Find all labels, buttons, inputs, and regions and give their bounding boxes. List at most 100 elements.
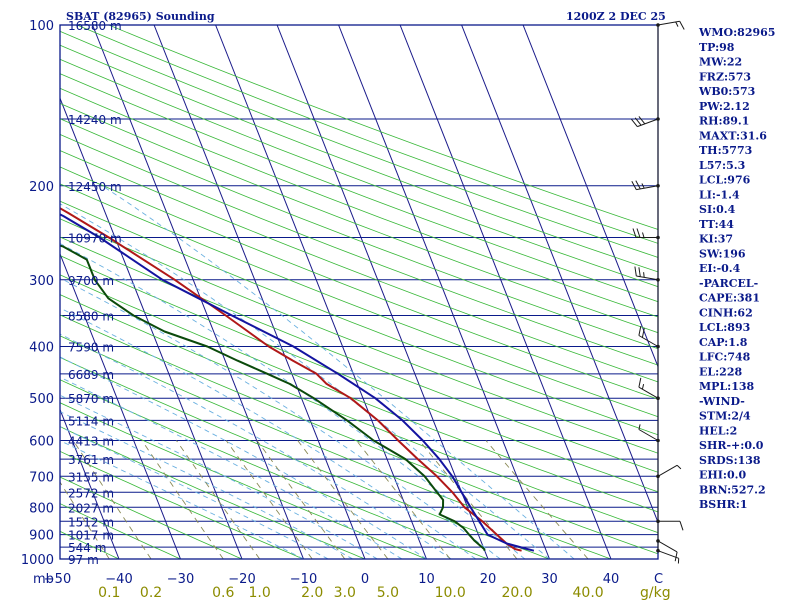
chart-title: SBAT (82965) Sounding bbox=[66, 10, 215, 23]
isotherm-line bbox=[153, 25, 366, 559]
mixing-ratio-tick-label: 5.0 bbox=[377, 585, 399, 600]
wind-barb bbox=[657, 550, 680, 564]
mixing-ratio-line bbox=[72, 440, 152, 559]
dry-adiabat bbox=[60, 166, 658, 400]
wind-barb bbox=[657, 464, 682, 477]
height-label: 6689 m bbox=[68, 368, 114, 382]
wind-barb-dot bbox=[656, 117, 660, 121]
dry-adiabat bbox=[60, 102, 658, 334]
mixing-ratio-tick-label: 20.0 bbox=[501, 585, 532, 600]
index-item: LCL:893 bbox=[699, 321, 750, 334]
height-labels: 16580 m 14240 m 12450 m 10970 m 9700 m 8580 m… bbox=[68, 19, 122, 567]
height-label: 9700 m bbox=[68, 274, 114, 288]
wind-barb-dot bbox=[656, 474, 660, 479]
dry-adiabat bbox=[60, 200, 658, 436]
index-item: MW:22 bbox=[699, 56, 742, 69]
height-label: 3761 m bbox=[68, 453, 114, 467]
wind-barb bbox=[658, 520, 684, 531]
height-label: 4413 m bbox=[68, 435, 114, 449]
index-item: SRDS:138 bbox=[699, 454, 761, 467]
wind-barb-dot bbox=[656, 344, 660, 349]
temperature-tick-label: 20 bbox=[480, 572, 497, 587]
index-item: LCL:976 bbox=[699, 174, 751, 187]
wind-barb bbox=[631, 116, 659, 128]
pressure-tick-label: 400 bbox=[29, 341, 54, 356]
pressure-tick-label: 600 bbox=[29, 435, 54, 450]
pressure-tick-label: 300 bbox=[29, 274, 54, 289]
height-label: 3155 m bbox=[68, 470, 114, 484]
moist-adiabat bbox=[60, 203, 550, 559]
dry-adiabat bbox=[60, 402, 427, 559]
isotherm-line bbox=[215, 25, 427, 559]
wind-barb-dot bbox=[656, 23, 660, 27]
index-item: CAPE:381 bbox=[699, 292, 760, 305]
pressure-tick-label: 200 bbox=[29, 180, 54, 195]
mixing-ratio-tick-label: 0.1 bbox=[98, 585, 120, 600]
height-label: 7590 m bbox=[68, 341, 114, 355]
wind-barb bbox=[634, 266, 659, 281]
dry-adiabat bbox=[60, 87, 658, 318]
index-item: BSHR:1 bbox=[699, 498, 748, 511]
index-item: KI:37 bbox=[699, 233, 733, 246]
profile-lines bbox=[60, 207, 535, 552]
wind-barb-dot bbox=[656, 438, 660, 443]
mixing-ratio-line bbox=[418, 440, 518, 559]
moist-adiabat bbox=[60, 277, 501, 559]
chart-time: 1200Z 2 DEC 25 bbox=[566, 10, 666, 23]
isotherm-line bbox=[60, 252, 181, 559]
height-label: 2027 m bbox=[68, 501, 114, 515]
dry-adiabat bbox=[60, 118, 658, 350]
wind-barb-dot bbox=[656, 235, 660, 240]
pressure-axis: 100 200 300 400 500 600 700 800 900 1000 bbox=[21, 19, 54, 568]
index-item: BRN:527.2 bbox=[699, 483, 766, 496]
index-item: WB0:573 bbox=[698, 85, 755, 98]
temperature-unit: C bbox=[654, 572, 663, 587]
height-label: 2572 m bbox=[68, 486, 114, 500]
mixing-ratio-line bbox=[356, 440, 451, 559]
wind-barb bbox=[638, 424, 659, 441]
index-item: RH:89.1 bbox=[699, 115, 749, 128]
temperature-tick-label: −40 bbox=[105, 572, 132, 587]
index-item: HEL:2 bbox=[699, 424, 737, 437]
wind-barb-dot bbox=[656, 396, 660, 401]
temperature-tick-label: −30 bbox=[167, 572, 194, 587]
index-item: MAXT:31.6 bbox=[699, 129, 767, 142]
isotherm-line bbox=[60, 408, 120, 559]
index-item: SI:0.4 bbox=[699, 203, 736, 216]
isotherm-line bbox=[399, 25, 612, 559]
height-label: 1017 m bbox=[68, 529, 114, 543]
temperature-tick-label: −20 bbox=[228, 572, 255, 587]
height-label: 16580 m bbox=[68, 19, 122, 33]
mixing-ratio-line bbox=[176, 440, 261, 559]
pressure-unit: mb bbox=[33, 572, 54, 587]
mixing-ratio-tick-label: 0.2 bbox=[140, 585, 162, 600]
height-label: 5870 m bbox=[68, 392, 114, 406]
isotherm-line bbox=[60, 96, 243, 559]
index-item: EL:228 bbox=[699, 365, 742, 378]
mixing-ratio-tick-label: 3.0 bbox=[334, 585, 356, 600]
index-item: -WIND- bbox=[699, 395, 745, 408]
dry-adiabat bbox=[60, 236, 658, 473]
isotherm-line bbox=[338, 25, 550, 559]
height-label: 8580 m bbox=[68, 310, 114, 324]
temperature-axis: −50 −40 −30 −20 −10 0 10 20 30 40 bbox=[44, 572, 619, 587]
index-item: STM:2/4 bbox=[699, 410, 751, 423]
wind-barb-dot bbox=[656, 539, 660, 543]
index-item: SW:196 bbox=[699, 247, 746, 260]
mixing-ratio-axis: 0.1 0.2 0.6 1.0 2.0 3.0 5.0 10.0 20.0 40.0 bbox=[98, 585, 604, 600]
dry-adiabat bbox=[60, 183, 658, 418]
dry-adiabat bbox=[60, 134, 658, 366]
background-grid bbox=[60, 25, 658, 559]
index-item: TP:98 bbox=[699, 41, 735, 54]
wind-barb bbox=[632, 228, 658, 238]
temperature-tick-label: 30 bbox=[541, 572, 558, 587]
height-label: 1512 m bbox=[68, 515, 114, 529]
pressure-tick-label: 100 bbox=[29, 19, 54, 34]
mixing-ratio-line bbox=[141, 440, 224, 559]
temperature-tick-label: −50 bbox=[44, 572, 71, 587]
height-label: 14240 m bbox=[68, 113, 122, 127]
mixing-ratio-line bbox=[485, 440, 589, 559]
dry-adiabat bbox=[60, 476, 243, 559]
